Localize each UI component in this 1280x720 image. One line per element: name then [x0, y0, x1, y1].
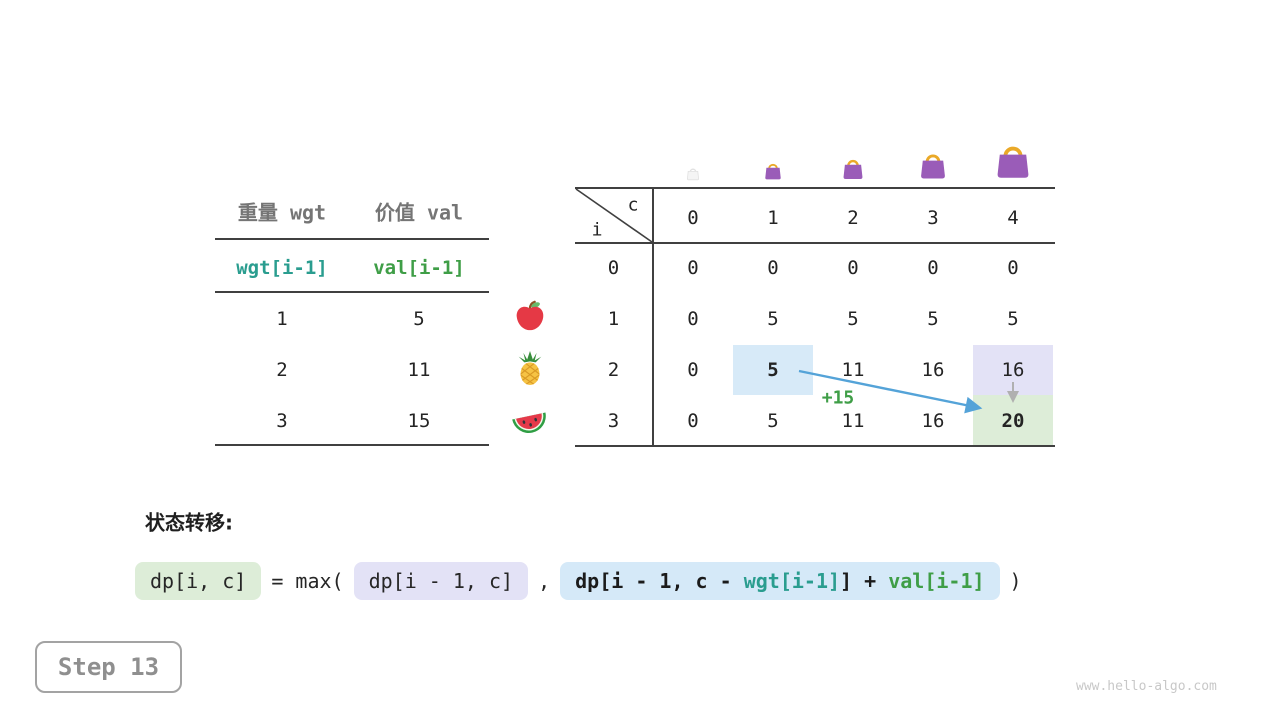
items-table-rule-top	[215, 238, 489, 240]
dp-cell-r0-c2: 0	[847, 257, 859, 279]
dp-cell-r2-c2: 11	[841, 359, 865, 381]
dp-cell-r3-c1: 5	[767, 410, 779, 432]
dp-corner-col-var: c	[627, 194, 639, 216]
dp-cell-r1-c3: 5	[927, 308, 939, 330]
item-row-wgt: 2	[276, 359, 288, 381]
dp-table-rule-top	[575, 187, 1055, 189]
dp-table-rule-bottom	[575, 445, 1055, 447]
dp-cell-r3-c2: 11	[841, 410, 865, 432]
items-table-rule-mid	[215, 291, 489, 293]
step-indicator-label: Step 13	[57, 653, 160, 681]
formula-arg1-pill: dp[i - 1, c]	[353, 562, 529, 600]
dp-highlight-target-cell	[973, 395, 1053, 445]
dp-cell-r1-c4: 5	[1007, 308, 1019, 330]
dp-corner-diagonal	[575, 188, 653, 243]
item-row-val: 15	[407, 410, 431, 432]
items-table-rule-bottom	[215, 444, 489, 446]
formula-close-paren: )	[1009, 569, 1022, 593]
dp-cell-r2-c0: 0	[687, 359, 699, 381]
dp-cell-r2-c3: 16	[921, 359, 945, 381]
dp-cell-r1-c1: 5	[767, 308, 779, 330]
dp-col-header-1: 1	[767, 207, 779, 229]
watermelon-icon	[511, 403, 547, 439]
dp-row-header-1: 1	[607, 308, 620, 330]
item-row-wgt: 3	[276, 410, 288, 432]
items-table-formula-val: val[i-1]	[373, 257, 465, 279]
watermark: www.hello-algo.com	[1076, 679, 1217, 694]
handbag-icon-capacity-0	[685, 165, 701, 185]
formula-arg2-wgt: wgt[i-1]	[743, 569, 841, 593]
state-transition-formula: dp[i, c] = max( dp[i - 1, c] , dp[i - 1,…	[135, 562, 1022, 600]
dp-cell-r0-c0: 0	[687, 257, 699, 279]
handbag-icon-capacity-4	[991, 137, 1035, 185]
formula-arg2-part1: dp[i - 1, c -	[575, 569, 744, 593]
apple-icon	[513, 299, 547, 337]
formula-comma: ,	[538, 569, 551, 593]
formula-arg2-part2: ] +	[840, 569, 889, 593]
dp-table-rule-header	[575, 242, 1055, 244]
dp-cell-r3-c0: 0	[687, 410, 699, 432]
items-table-formula-wgt: wgt[i-1]	[236, 257, 328, 279]
formula-eq: = max(	[271, 569, 344, 593]
dp-cell-r0-c1: 0	[767, 257, 779, 279]
dp-cell-r0-c4: 0	[1007, 257, 1019, 279]
dp-cell-r2-c4: 16	[1001, 359, 1025, 381]
dp-col-header-2: 2	[847, 207, 859, 229]
dp-col-header-3: 3	[927, 207, 939, 229]
formula-lhs-pill: dp[i, c]	[135, 562, 262, 600]
dp-table-divider	[652, 188, 654, 446]
handbag-icon-capacity-3	[916, 147, 950, 185]
handbag-icon-capacity-1	[762, 159, 784, 185]
dp-col-header-4: 4	[1007, 207, 1019, 229]
dp-cell-r3-c4: 20	[1001, 410, 1025, 432]
handbag-icon-capacity-2	[840, 154, 867, 185]
pineapple-icon	[513, 350, 547, 390]
dp-cell-r0-c3: 0	[927, 257, 939, 279]
items-table-header-val: 价值 val	[374, 200, 464, 225]
formula-arg2-val: val[i-1]	[888, 569, 985, 593]
dp-col-header-0: 0	[687, 207, 699, 229]
dp-row-header-2: 2	[607, 359, 620, 381]
transition-value-label: +15	[821, 387, 855, 409]
dp-cell-r3-c3: 16	[921, 410, 945, 432]
formula-arg2-pill: dp[i - 1, c - wgt[i-1]] + val[i-1]	[560, 562, 1000, 600]
dp-corner-row-var: i	[591, 219, 603, 241]
dp-cell-r2-c1: 5	[767, 359, 779, 381]
dp-cell-r1-c2: 5	[847, 308, 859, 330]
state-transition-label: 状态转移:	[145, 510, 233, 535]
step-indicator: Step 13	[35, 641, 182, 693]
dp-row-header-0: 0	[607, 257, 620, 279]
item-row-val: 11	[407, 359, 431, 381]
items-table-header-wgt: 重量 wgt	[237, 200, 327, 225]
item-row-val: 5	[413, 308, 425, 330]
dp-row-header-3: 3	[607, 410, 620, 432]
item-row-wgt: 1	[276, 308, 288, 330]
dp-cell-r1-c0: 0	[687, 308, 699, 330]
